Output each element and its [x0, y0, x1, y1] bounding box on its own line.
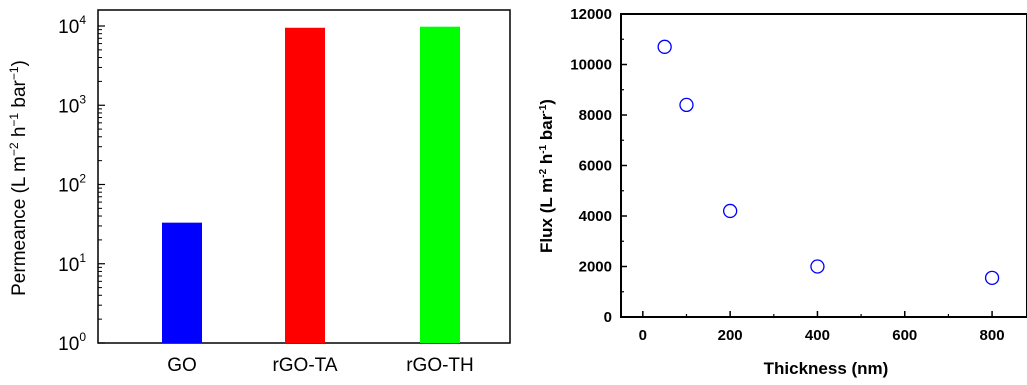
right-y-tick-label: 6000: [579, 158, 612, 175]
left-y-tick-label: 100: [58, 330, 86, 355]
scatter-point: [657, 39, 672, 54]
flux-scatter-chart: 0 2000 4000 6000 8000 10000 12000 0 200 400 600 80…: [537, 6, 1027, 378]
right-y-axis-label: Flux (L m-2 h-1 bar-1): [537, 99, 556, 253]
right-y-ticks: 0 2000 4000 6000 8000 10000 12000: [570, 6, 627, 326]
left-y-tick-label: 103: [58, 92, 86, 117]
right-y-tick-label: 10000: [570, 57, 612, 74]
right-plot-frame: [620, 13, 1027, 318]
right-y-tick-label: 4000: [579, 208, 612, 225]
left-x-ticks: GO rGO-TA rGO-TH: [167, 355, 474, 376]
right-x-tick-label: 200: [718, 327, 743, 344]
left-y-tick-label: 104: [58, 13, 86, 38]
right-points: [657, 39, 1000, 286]
left-y-ticks: 100 101 102 103 104: [58, 13, 105, 355]
left-x-tick-label: rGO-TA: [272, 355, 337, 376]
right-y-tick-label: 12000: [570, 6, 612, 23]
left-y-axis-label: Permeance (L m−2 h−1 bar−1): [7, 60, 30, 296]
left-y-tick-label: 101: [58, 251, 86, 276]
scatter-point: [810, 259, 825, 274]
right-x-tick-label: 0: [639, 327, 647, 344]
right-y-tick-label: 8000: [579, 107, 612, 124]
right-x-tick-label: 600: [892, 327, 917, 344]
right-x-axis-label: Thickness (nm): [764, 359, 889, 378]
scatter-point: [984, 270, 1000, 286]
right-y-tick-label: 0: [604, 309, 612, 326]
bar-go: [162, 222, 202, 343]
left-bars: [162, 26, 460, 343]
right-y-tick-label: 2000: [579, 259, 612, 276]
scatter-point: [722, 203, 738, 219]
bar-rgo-ta: [285, 27, 325, 343]
left-x-tick-label: GO: [167, 355, 197, 376]
right-x-ticks: 0 200 400 600 800: [639, 311, 1005, 344]
left-y-tick-label: 102: [58, 172, 86, 197]
right-x-tick-label: 800: [980, 327, 1005, 344]
left-x-tick-label: rGO-TH: [406, 355, 474, 376]
scatter-point: [679, 97, 694, 113]
permeance-bar-chart: 100 101 102 103 104 GO rGO-TA rGO-TH Permeance…: [7, 9, 511, 376]
right-x-tick-label: 400: [805, 327, 830, 344]
bar-rgo-th: [420, 26, 460, 343]
